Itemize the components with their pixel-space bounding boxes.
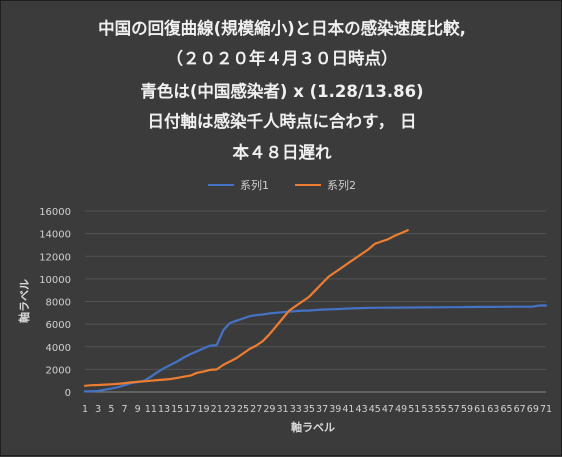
x-tick-label: 67 [514,404,526,415]
y-tick-label: 0 [65,388,71,399]
x-tick-label: 55 [435,404,447,415]
title-line-2: （２０２０年４月３０日時点） [166,49,398,68]
title-line-5: 本４８日遅れ [232,143,332,162]
x-tick-label: 45 [369,404,381,415]
x-tick-label: 19 [197,404,209,415]
legend-swatch-series2 [295,184,321,186]
x-tick-label: 61 [474,404,486,415]
y-tick-label: 6000 [46,320,71,331]
x-tick-label: 31 [277,404,289,415]
series-line-1 [83,304,548,393]
x-tick-label: 71 [540,404,552,415]
x-tick-label: 9 [135,404,141,415]
x-tick-label: 57 [448,404,460,415]
series-line-2 [83,229,409,387]
legend-swatch-series1 [208,184,234,186]
x-tick-label: 63 [487,404,499,415]
x-tick-label: 69 [527,404,539,415]
x-tick-label: 35 [303,404,315,415]
x-tick-label: 33 [290,404,302,415]
x-tick-label: 41 [342,404,354,415]
x-tick-label: 53 [421,404,433,415]
x-tick-label: 51 [408,404,420,415]
x-axis-title: 軸ラベル [291,420,335,434]
x-tick-label: 15 [171,404,183,415]
y-tick-label: 12000 [39,252,71,263]
legend-item-series2: 系列2 [295,177,356,193]
x-tick-label: 39 [329,404,341,415]
x-tick-label: 3 [95,404,101,415]
x-tick-label: 5 [108,404,114,415]
y-tick-label: 10000 [39,275,71,286]
y-tick-label: 2000 [46,365,71,376]
x-tick-label: 17 [184,404,196,415]
y-tick-label: 4000 [46,343,71,354]
legend-label-series1: 系列1 [240,179,269,192]
x-tick-label: 1 [82,404,88,415]
x-tick-label: 11 [145,404,157,415]
x-tick-label: 21 [211,404,223,415]
x-tick-label: 47 [382,404,394,415]
x-tick-label: 65 [500,404,512,415]
legend-item-series1: 系列1 [208,177,269,193]
y-tick-label: 14000 [39,230,71,241]
title-line-4: 日付軸は感染千人時点に合わす， 日 [147,112,417,131]
title-line-3: 青色は(中国感染者) x (1.28/13.86) [140,82,424,101]
legend-label-series2: 系列2 [327,179,356,192]
x-tick-label: 23 [224,404,236,415]
x-tick-label: 59 [461,404,473,415]
x-tick-label: 13 [158,404,170,415]
x-tick-label: 49 [395,404,407,415]
y-tick-label: 8000 [46,298,71,309]
x-tick-label: 37 [316,404,328,415]
x-tick-label: 27 [250,404,262,415]
title-line-1: 中国の回復曲線(規模縮小)と日本の感染速度比較, [98,19,466,38]
y-tick-label: 16000 [39,207,71,218]
x-tick-label: 7 [121,404,127,415]
x-tick-label: 25 [237,404,249,415]
chart-legend: 系列1 系列2 [1,177,562,193]
x-tick-label: 29 [263,404,275,415]
x-tick-label: 43 [356,404,368,415]
y-axis-title: 軸ラベル [17,279,31,323]
